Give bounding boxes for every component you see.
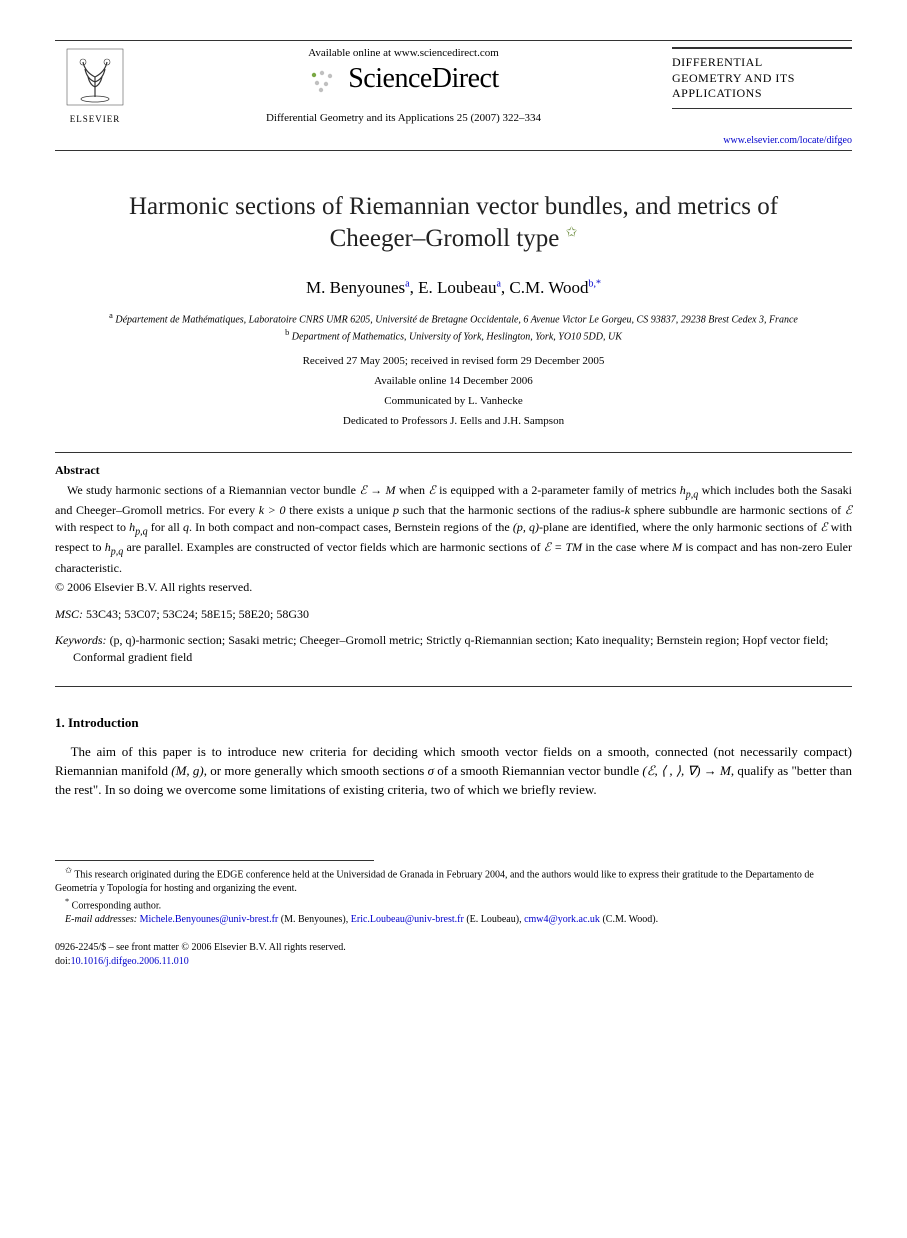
msc-codes: 53C43; 53C07; 53C24; 58E15; 58E20; 58G30 — [86, 607, 309, 621]
intro-paragraph: The aim of this paper is to introduce ne… — [55, 743, 852, 800]
journal-title-line: APPLICATIONS — [672, 86, 852, 102]
author-affil-sup: a — [496, 278, 500, 289]
article-dates: Received 27 May 2005; received in revise… — [55, 352, 852, 431]
title-footnote-star-icon: ✩ — [566, 226, 578, 241]
affil-sup: b — [285, 328, 289, 337]
sciencedirect-wordmark: ScienceDirect — [348, 63, 499, 94]
affil-text: Department of Mathematics, University of… — [292, 331, 622, 342]
publisher-logo-block: ELSEVIER — [55, 47, 135, 124]
introduction-heading: 1. Introduction — [55, 715, 852, 731]
keywords: Keywords: (p, q)-harmonic section; Sasak… — [55, 632, 852, 666]
keywords-label: Keywords: — [55, 633, 107, 647]
communicated-by: Communicated by L. Vanhecke — [55, 392, 852, 412]
header-center: Available online at www.sciencedirect.co… — [135, 47, 672, 124]
footnote-star-icon: ✩ — [65, 866, 72, 875]
email-link[interactable]: Eric.Loubeau@univ-brest.fr — [351, 914, 464, 925]
email-link[interactable]: Michele.Benyounes@univ-brest.fr — [140, 914, 279, 925]
abstract-copyright: © 2006 Elsevier B.V. All rights reserved… — [55, 580, 852, 595]
abstract-top-rule — [55, 452, 852, 453]
abstract-body: We study harmonic sections of a Riemanni… — [55, 482, 852, 577]
affiliations: a Département de Mathématiques, Laborato… — [55, 310, 852, 345]
journal-title-box: DIFFERENTIAL GEOMETRY AND ITS APPLICATIO… — [672, 47, 852, 109]
email-link[interactable]: cmw4@york.ac.uk — [524, 914, 600, 925]
author-name: E. Loubeau — [418, 278, 496, 297]
abstract-bottom-rule — [55, 686, 852, 687]
article-title: Harmonic sections of Riemannian vector b… — [55, 191, 852, 256]
dedication: Dedicated to Professors J. Eells and J.H… — [55, 412, 852, 432]
corresponding-star-icon: * — [596, 278, 601, 289]
doi-line: doi:10.1016/j.difgeo.2006.11.010 — [55, 955, 852, 969]
doi-label: doi: — [55, 956, 71, 967]
sciencedirect-dots-icon — [308, 69, 338, 98]
author-affil-sup: b,* — [589, 278, 602, 289]
msc-label: MSC: — [55, 607, 83, 621]
header-rule — [55, 150, 852, 151]
footnote-funding: ✩ This research originated during the ED… — [55, 865, 852, 896]
journal-title-line: GEOMETRY AND ITS — [672, 71, 852, 87]
email-who: (C.M. Wood). — [602, 914, 658, 925]
footnote-funding-text: This research originated during the EDGE… — [55, 869, 814, 894]
corresponding-star-icon: * — [65, 897, 69, 906]
elsevier-text: ELSEVIER — [55, 114, 135, 124]
email-who: (M. Benyounes), — [281, 914, 349, 925]
page: ELSEVIER Available online at www.science… — [0, 0, 907, 999]
authors: M. Benyounesa, E. Loubeaua, C.M. Woodb,* — [55, 278, 852, 298]
footnotes: ✩ This research originated during the ED… — [55, 865, 852, 928]
footnote-corresponding: * Corresponding author. — [55, 896, 852, 913]
journal-reference: Differential Geometry and its Applicatio… — [145, 112, 662, 124]
author-name: C.M. Wood — [509, 278, 588, 297]
journal-url-link[interactable]: www.elsevier.com/locate/difgeo — [672, 135, 852, 146]
affil-sup: a — [109, 311, 113, 320]
doi-block: 0926-2245/$ – see front matter © 2006 El… — [55, 941, 852, 969]
affil-text: Département de Mathématiques, Laboratoir… — [115, 314, 797, 325]
header: ELSEVIER Available online at www.science… — [55, 40, 852, 146]
sciencedirect-logo: ScienceDirect — [145, 63, 662, 98]
footnote-emails: E-mail addresses: Michele.Benyounes@univ… — [55, 913, 852, 927]
available-online-text: Available online at www.sciencedirect.co… — [145, 47, 662, 59]
online-date: Available online 14 December 2006 — [55, 372, 852, 392]
author-affil-sup: a — [405, 278, 409, 289]
header-right: DIFFERENTIAL GEOMETRY AND ITS APPLICATIO… — [672, 47, 852, 146]
corresponding-text: Corresponding author. — [72, 900, 161, 911]
journal-title-line: DIFFERENTIAL — [672, 55, 852, 71]
keywords-text: (p, q)-harmonic section; Sasaki metric; … — [73, 633, 828, 664]
msc-classification: MSC: 53C43; 53C07; 53C24; 58E15; 58E20; … — [55, 607, 852, 622]
email-label: E-mail addresses: — [65, 914, 137, 925]
title-line-1: Harmonic sections of Riemannian vector b… — [129, 193, 778, 220]
title-line-2: Cheeger–Gromoll type — [330, 225, 560, 252]
doi-link[interactable]: 10.1016/j.difgeo.2006.11.010 — [71, 956, 189, 967]
front-matter-text: 0926-2245/$ – see front matter © 2006 El… — [55, 941, 852, 955]
received-date: Received 27 May 2005; received in revise… — [55, 352, 852, 372]
author-name: M. Benyounes — [306, 278, 405, 297]
email-who: (E. Loubeau), — [466, 914, 521, 925]
elsevier-tree-logo — [65, 47, 125, 107]
abstract-heading: Abstract — [55, 463, 852, 478]
